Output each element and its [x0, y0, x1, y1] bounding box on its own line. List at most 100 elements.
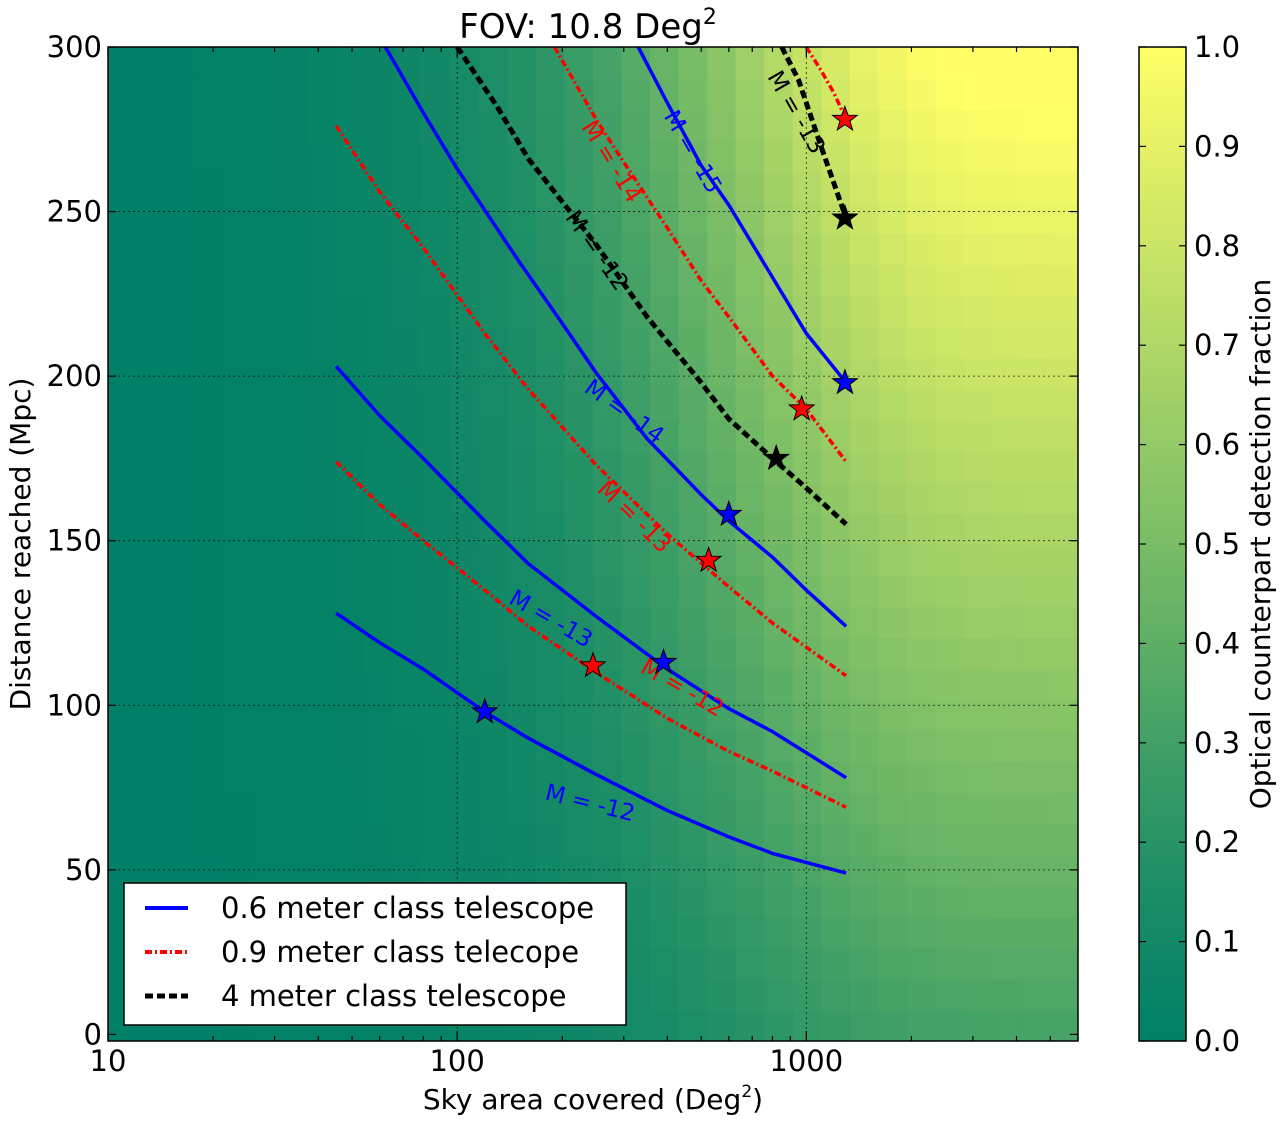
heatmap-cell — [165, 481, 195, 514]
heatmap-cell — [821, 823, 851, 856]
heatmap-cell — [478, 47, 509, 79]
colorbar-tick-label: 0.2 — [1194, 825, 1240, 859]
heatmap-cell — [878, 264, 908, 297]
heatmap-cell — [878, 885, 908, 918]
heatmap-cell — [764, 854, 794, 887]
heatmap-cell — [1049, 450, 1078, 483]
heatmap-cell — [650, 47, 680, 79]
heatmap-cell — [650, 140, 680, 173]
heatmap-cell — [1049, 637, 1078, 670]
heatmap-cell — [735, 1009, 765, 1041]
heatmap-cell — [1049, 792, 1078, 825]
heatmap-cell — [707, 264, 737, 297]
heatmap-cell — [307, 823, 337, 856]
contour-curves — [334, 47, 849, 875]
heatmap-cell — [1049, 140, 1078, 173]
contour-line — [334, 125, 848, 678]
heatmap-cell — [250, 761, 280, 794]
heatmap-cell — [307, 326, 337, 359]
heatmap-cell — [878, 481, 908, 514]
star-marker — [831, 104, 859, 132]
heatmap-cell — [478, 637, 509, 670]
heatmap-cell — [108, 761, 138, 794]
heatmap-cell — [821, 544, 851, 576]
heatmap-cell — [222, 388, 252, 421]
heatmap-cell — [564, 171, 594, 204]
heatmap-cell — [650, 78, 680, 110]
heatmap-cell — [792, 885, 822, 918]
heatmap-cell — [250, 202, 280, 235]
heatmap-cell — [1049, 978, 1078, 1011]
heatmap-cell — [935, 544, 965, 576]
heatmap-cell — [250, 854, 280, 887]
heatmap-cell — [593, 109, 623, 141]
heatmap-cell — [535, 699, 566, 732]
heatmap-cell — [108, 419, 138, 452]
heatmap-cell — [421, 699, 452, 732]
heatmap-cell — [507, 481, 537, 514]
heatmap-cell — [250, 575, 280, 607]
heatmap-cell — [849, 78, 880, 110]
heatmap-cell — [450, 264, 480, 297]
heatmap-cell — [421, 47, 452, 79]
heatmap-cell — [222, 171, 252, 204]
heatmap-cell — [963, 140, 994, 173]
heatmap-cell — [906, 202, 937, 235]
heatmap-cell — [792, 606, 822, 638]
heatmap-cell — [935, 47, 965, 79]
heatmap-cell — [478, 854, 509, 887]
heatmap-cell — [393, 357, 423, 390]
heatmap-cell — [963, 419, 994, 452]
heatmap-cell — [450, 637, 480, 670]
star-marker — [762, 443, 791, 471]
heatmap-cell — [707, 792, 737, 825]
heatmap-cell — [564, 109, 594, 141]
heatmap-cell — [963, 450, 994, 483]
heatmap-cell — [678, 606, 708, 638]
heatmap-cell — [507, 512, 537, 545]
heatmap-cell — [507, 854, 537, 887]
heatmap-cell — [849, 450, 880, 483]
heatmap-cell — [1020, 637, 1051, 670]
heatmap-cell — [564, 295, 594, 328]
heatmap-cell — [878, 823, 908, 856]
heatmap-cell — [421, 388, 452, 421]
heatmap-cell — [935, 730, 965, 763]
heatmap-cell — [421, 637, 452, 670]
heatmap-cell — [336, 544, 366, 576]
heatmap-cell — [336, 512, 366, 545]
heatmap-cell — [279, 575, 309, 607]
heatmap-cell — [222, 78, 252, 110]
heatmap-cell — [279, 761, 309, 794]
heatmap-cell — [735, 109, 765, 141]
heatmap-cell — [364, 326, 395, 359]
heatmap-cell — [193, 730, 223, 763]
heatmap-cell — [906, 606, 937, 638]
heatmap-cell — [906, 1009, 937, 1041]
heatmap-cell — [963, 233, 994, 266]
contour-line — [335, 611, 847, 875]
heatmap-cell — [108, 699, 138, 732]
heatmap-cell — [593, 481, 623, 514]
heatmap-cell — [735, 668, 765, 701]
heatmap-cell — [849, 885, 880, 918]
heatmap-cell — [963, 357, 994, 390]
heatmap-cell — [535, 202, 566, 235]
heatmap-cell — [707, 606, 737, 638]
heatmap-cell — [906, 171, 937, 204]
heatmap-cell — [1049, 916, 1078, 949]
heatmap-cell — [421, 357, 452, 390]
heatmap-cell — [307, 47, 337, 79]
heatmap-cell — [165, 450, 195, 483]
heatmap-cell — [393, 823, 423, 856]
heatmap-cell — [764, 109, 794, 141]
heatmap-cell — [849, 606, 880, 638]
heatmap-cell — [821, 668, 851, 701]
heatmap-cell — [878, 419, 908, 452]
heatmap-cell — [849, 1009, 880, 1041]
heatmap-cell — [1020, 792, 1051, 825]
heatmap-cell — [792, 450, 822, 483]
legend: 0.6 meter class telescope 0.9 meter clas… — [123, 882, 627, 1026]
heatmap-cell — [450, 575, 480, 607]
heatmap-cell — [621, 668, 651, 701]
